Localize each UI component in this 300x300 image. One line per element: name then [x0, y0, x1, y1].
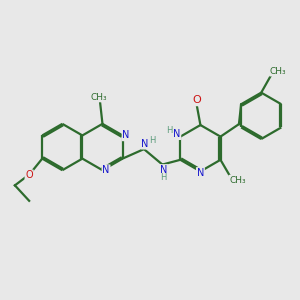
- Text: CH₃: CH₃: [90, 93, 107, 102]
- Text: N: N: [197, 168, 204, 178]
- Text: N: N: [102, 165, 110, 175]
- Text: H: H: [149, 136, 155, 145]
- Text: CH₃: CH₃: [229, 176, 246, 184]
- Text: O: O: [26, 170, 33, 180]
- Text: O: O: [192, 95, 201, 105]
- Text: N: N: [173, 129, 181, 139]
- Text: N: N: [160, 165, 167, 175]
- Text: N: N: [122, 130, 130, 140]
- Text: CH₃: CH₃: [270, 67, 286, 76]
- Text: N: N: [142, 139, 149, 149]
- Text: H: H: [166, 126, 172, 135]
- Text: H: H: [160, 173, 167, 182]
